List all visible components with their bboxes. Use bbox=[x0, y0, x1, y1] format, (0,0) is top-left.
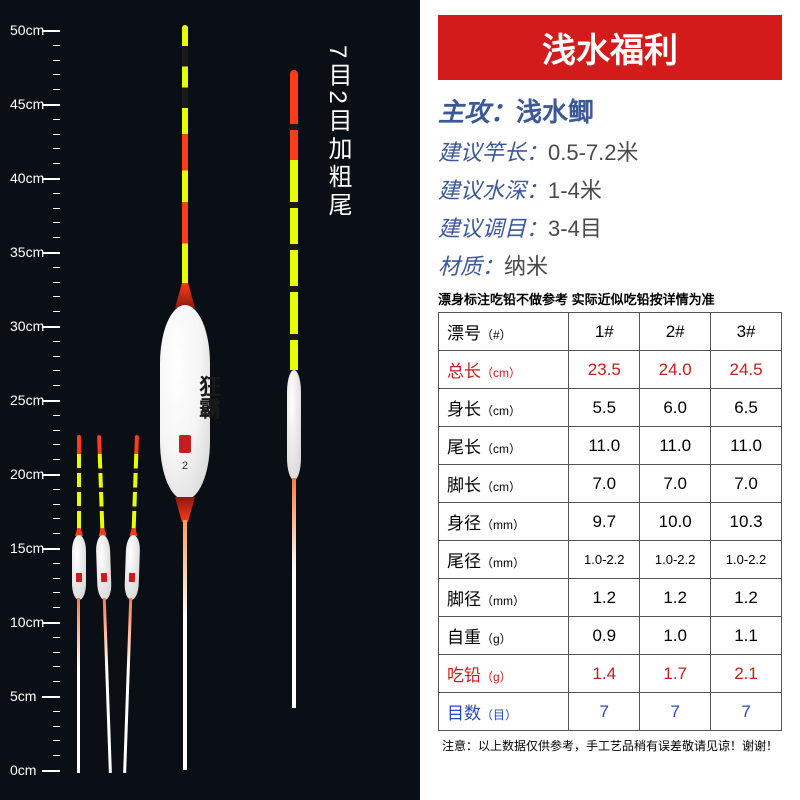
main-float: 狂霸 2 bbox=[145, 25, 225, 770]
left-panel: 0cm5cm10cm15cm20cm25cm30cm35cm40cm45cm50… bbox=[0, 0, 420, 800]
small-floats-group bbox=[70, 435, 140, 775]
float-tip bbox=[182, 25, 188, 285]
vertical-label: 7目2目加粗尾 bbox=[320, 45, 355, 220]
float-body: 狂霸 2 bbox=[160, 305, 210, 500]
note-text: 漂身标注吃铅不做参考 实际近似吃铅按详情为准 bbox=[438, 289, 782, 308]
float-seal bbox=[179, 435, 191, 453]
title-badge: 浅水福利 bbox=[438, 15, 782, 80]
spec-table: 漂号（#）1#2#3#总长（cm）23.524.024.5身长（cm）5.56.… bbox=[438, 312, 782, 731]
spec-line: 建议竿长：0.5-7.2米 bbox=[438, 135, 782, 167]
float-bottom-cone bbox=[175, 497, 195, 522]
footer-note: 注意：以上数据仅供参考，手工艺品稍有误差敬请见谅！谢谢！ bbox=[438, 737, 782, 754]
small-float-1 bbox=[70, 435, 88, 775]
float-number: 2 bbox=[160, 460, 210, 472]
spec-line: 材质：纳米 bbox=[438, 249, 782, 281]
float-stem bbox=[183, 520, 187, 770]
thin-float bbox=[285, 70, 303, 710]
ruler: 0cm5cm10cm15cm20cm25cm30cm35cm40cm45cm50… bbox=[10, 30, 65, 770]
small-float-2 bbox=[90, 435, 120, 775]
thin-stem bbox=[292, 478, 296, 708]
float-brand: 狂霸 bbox=[174, 375, 224, 419]
small-float-3 bbox=[116, 435, 146, 775]
spec-line: 建议水深：1-4米 bbox=[438, 173, 782, 205]
spec-line: 主攻：浅水鲫 bbox=[438, 92, 782, 129]
right-panel: 浅水福利 主攻：浅水鲫建议竿长：0.5-7.2米建议水深：1-4米建议调目：3-… bbox=[420, 0, 800, 800]
thin-tip bbox=[290, 70, 298, 370]
thin-body bbox=[287, 370, 301, 480]
spec-line: 建议调目：3-4目 bbox=[438, 211, 782, 243]
spec-list: 主攻：浅水鲫建议竿长：0.5-7.2米建议水深：1-4米建议调目：3-4目材质：… bbox=[438, 92, 782, 281]
